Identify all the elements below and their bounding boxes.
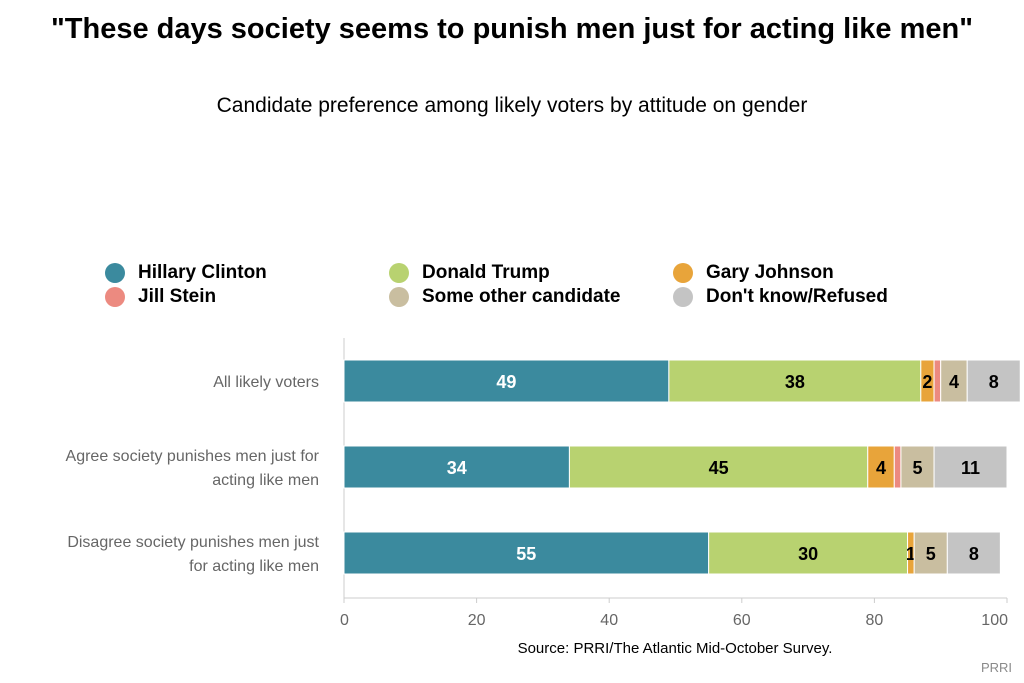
legend-item-hillary-clinton: Hillary Clinton (105, 262, 267, 284)
data-label-gary-johnson: 4 (876, 458, 886, 478)
x-tick-label: 20 (468, 612, 486, 629)
bar-hillary-clinton (343, 445, 570, 489)
bar-jill-stein (893, 445, 902, 489)
credit-label: PRRI (980, 660, 1012, 675)
legend: Hillary Clinton Donald Trump Gary Johnso… (105, 262, 985, 312)
bar-donald-trump (568, 445, 869, 489)
data-label-some-other-candidate: 4 (949, 372, 959, 392)
legend-item-some-other-candidate: Some other candidate (389, 286, 621, 308)
bar-some-other-candidate (900, 445, 935, 489)
bar-some-other-candidate (940, 359, 968, 403)
data-label-donald-trump: 30 (798, 544, 818, 564)
bar-donald-trump (668, 359, 922, 403)
data-label-some-other-candidate: 5 (912, 458, 922, 478)
data-label-hillary-clinton: 49 (496, 372, 516, 392)
legend-swatch-some-other-candidate (389, 287, 409, 307)
x-tick-label: 80 (866, 612, 884, 629)
category-label: Agree society punishes men just for (66, 448, 320, 465)
x-tick-label: 60 (733, 612, 751, 629)
legend-swatch-jill-stein (105, 287, 125, 307)
legend-item-donald-trump: Donald Trump (389, 262, 550, 284)
x-tick-label: 40 (600, 612, 618, 629)
category-label: Disagree society punishes men just (67, 534, 319, 551)
data-label-donald-trump: 45 (709, 458, 729, 478)
bar-donald-trump (708, 531, 909, 575)
legend-swatch-gary-johnson (673, 263, 693, 283)
legend-label-gary-johnson: Gary Johnson (706, 262, 834, 283)
data-label-hillary-clinton: 55 (516, 544, 536, 564)
legend-swatch-hillary-clinton (105, 263, 125, 283)
bar-jill-stein (933, 359, 942, 403)
legend-label-some-other-candidate: Some other candidate (422, 286, 621, 307)
chart-title: "These days society seems to punish men … (51, 13, 973, 45)
chart-subtitle: Candidate preference among likely voters… (216, 94, 808, 117)
data-label-don-t-know-refused: 8 (969, 544, 979, 564)
legend-swatch-dont-know-refused (673, 287, 693, 307)
legend-label-donald-trump: Donald Trump (422, 262, 550, 283)
category-label: for acting like men (189, 558, 319, 575)
data-label-don-t-know-refused: 11 (961, 458, 980, 478)
bar-hillary-clinton (343, 531, 710, 575)
legend-label-jill-stein: Jill Stein (138, 286, 217, 307)
data-label-gary-johnson: 1 (906, 544, 916, 564)
legend-item-gary-johnson: Gary Johnson (673, 262, 834, 284)
legend-label-dont-know-refused: Don't know/Refused (706, 286, 888, 307)
x-tick-label: 100 (981, 612, 1008, 629)
data-label-some-other-candidate: 5 (926, 544, 936, 564)
bar-don-t-know-refused (966, 359, 1021, 403)
data-label-gary-johnson: 2 (922, 372, 932, 392)
source-note: Source: PRRI/The Atlantic Mid-October Su… (517, 640, 833, 657)
data-label-don-t-know-refused: 8 (989, 372, 999, 392)
bar-gary-johnson (867, 445, 895, 489)
data-label-donald-trump: 38 (785, 372, 805, 392)
legend-swatch-donald-trump (389, 263, 409, 283)
legend-item-jill-stein: Jill Stein (105, 286, 216, 308)
legend-label-hillary-clinton: Hillary Clinton (138, 262, 267, 283)
legend-item-dont-know-refused: Don't know/Refused (673, 286, 888, 308)
x-tick-label: 0 (340, 612, 349, 629)
category-label: All likely voters (213, 374, 319, 391)
bar-don-t-know-refused (946, 531, 1001, 575)
bar-don-t-know-refused (933, 445, 1008, 489)
category-label: acting like men (212, 472, 319, 489)
bar-hillary-clinton (343, 359, 670, 403)
data-label-hillary-clinton: 34 (447, 458, 467, 478)
